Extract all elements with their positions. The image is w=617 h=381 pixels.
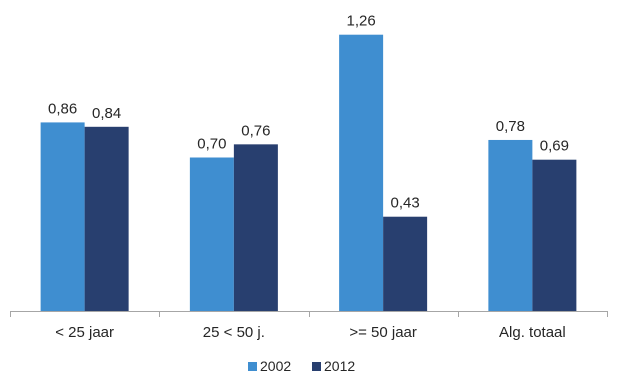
bar-2002-0 [40, 122, 85, 312]
legend-swatch-2002 [248, 362, 257, 371]
data-label-2012-0: 0,84 [92, 105, 121, 122]
x-tick-label-2: >= 50 jaar [349, 324, 417, 341]
data-label-2012-3: 0,69 [540, 138, 569, 155]
data-label-2012-2: 0,43 [391, 195, 420, 212]
data-label-2002-2: 1,26 [347, 13, 376, 30]
data-label-2002-0: 0,86 [48, 100, 77, 117]
bar-2002-2 [339, 34, 384, 311]
bar-2012-3 [532, 159, 577, 311]
legend: 2002 2012 [248, 358, 355, 374]
legend-label-2012: 2012 [324, 358, 355, 374]
data-label-2012-1: 0,76 [241, 122, 270, 139]
bar-2012-0 [84, 126, 129, 311]
x-tick-label-1: 25 < 50 j. [203, 324, 265, 341]
data-labels-layer: 0,86 0,84 0,70 0,76 1,26 0,43 0,78 0,69 [48, 13, 569, 212]
bar-2012-1 [233, 144, 278, 311]
legend-label-2002: 2002 [260, 358, 291, 374]
bar-2012-2 [383, 216, 428, 311]
data-label-2002-3: 0,78 [496, 118, 525, 135]
data-label-2002-1: 0,70 [197, 136, 226, 153]
bar-2002-3 [488, 139, 533, 311]
x-tick-label-0: < 25 jaar [55, 324, 114, 341]
legend-swatch-2012 [312, 362, 321, 371]
bar-2002-1 [189, 157, 234, 311]
x-axis: < 25 jaar 25 < 50 j. >= 50 jaar Alg. totaal [10, 311, 608, 341]
x-tick-label-3: Alg. totaal [499, 324, 566, 341]
bars-layer [40, 34, 577, 312]
